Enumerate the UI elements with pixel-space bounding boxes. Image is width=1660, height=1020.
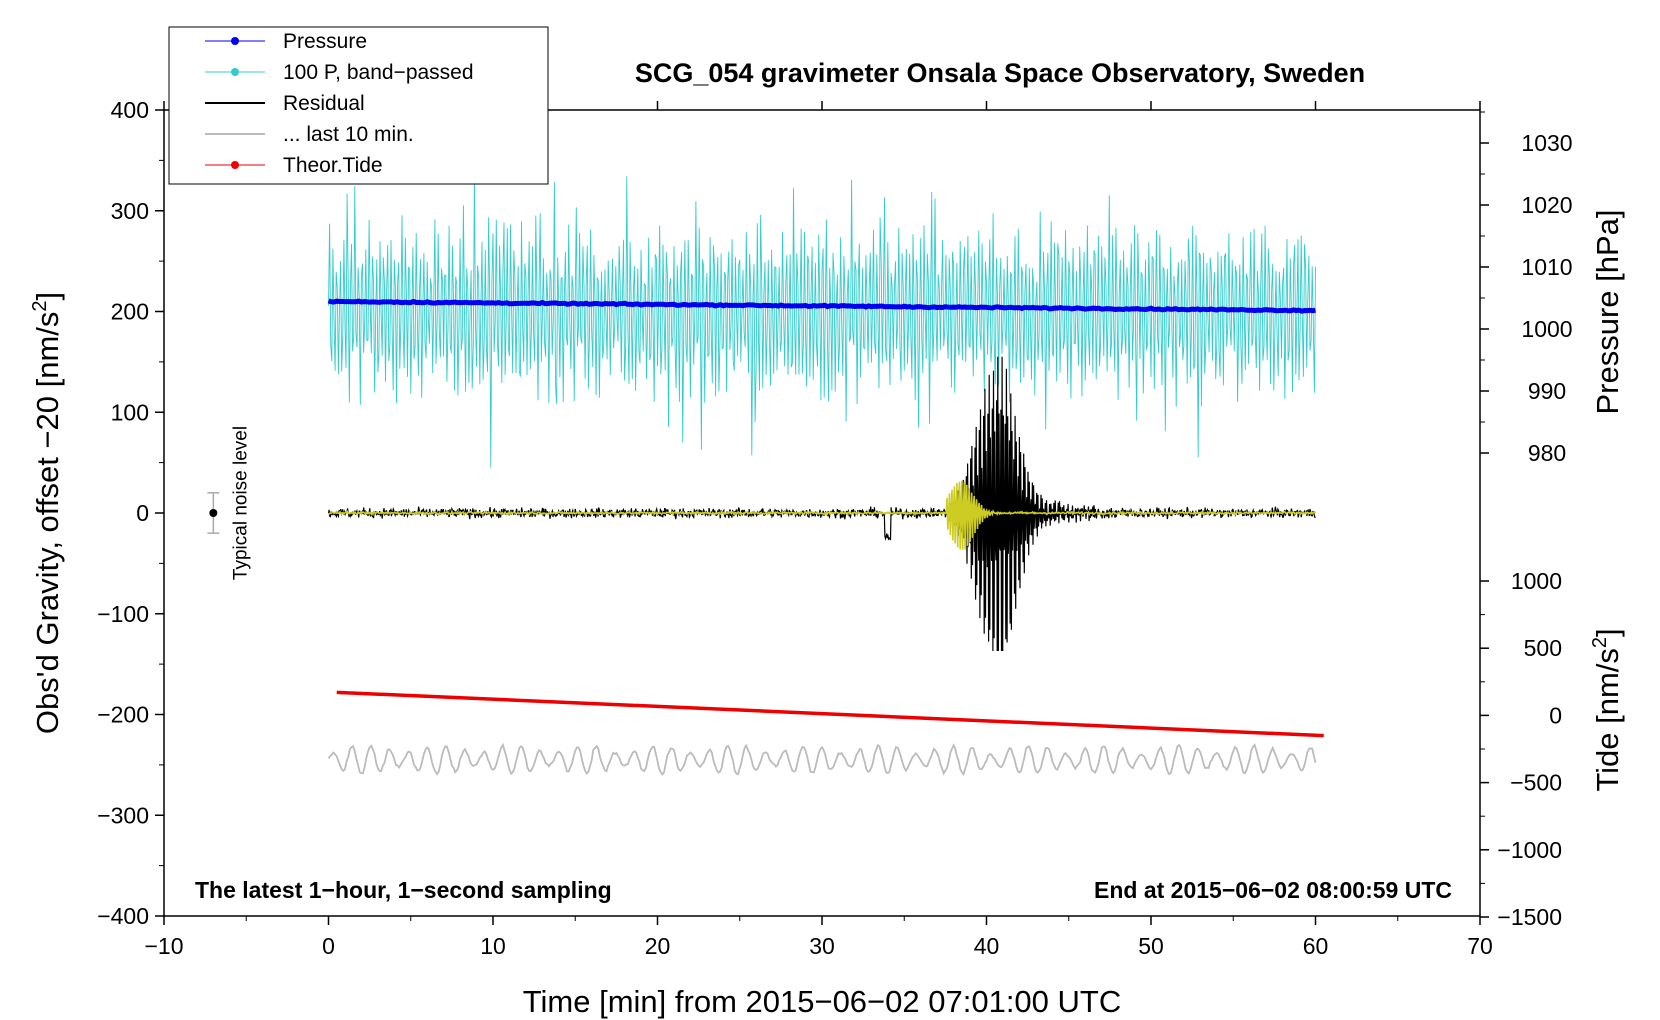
tide-tick-label: 500	[1524, 635, 1562, 661]
series-last-10-min	[327, 742, 1317, 776]
tide-tick-label: −1000	[1497, 837, 1562, 863]
legend-marker	[231, 161, 239, 169]
series-bandpassed-pressure	[328, 175, 1316, 468]
x-tick-label: 70	[1467, 933, 1493, 959]
pressure-tick-label: 1030	[1521, 130, 1572, 156]
bottom-left-annotation: The latest 1−hour, 1−second sampling	[195, 877, 612, 903]
bottom-right-annotation: End at 2015−06−02 08:00:59 UTC	[1094, 877, 1452, 903]
legend-label: Pressure	[283, 30, 367, 53]
y-tick-label: 0	[136, 500, 149, 526]
tide-axis-label-main: Tide [nm/s	[1590, 648, 1625, 792]
legend: Pressure 100 P, band−passed Residual ... la…	[168, 26, 549, 185]
pressure-tick-label: 1000	[1521, 316, 1572, 342]
y-tick-label: −300	[97, 802, 149, 828]
legend-label: 100 P, band−passed	[283, 61, 474, 84]
legend-marker	[231, 37, 239, 45]
chart-title: SCG_054 gravimeter Onsala Space Observat…	[635, 58, 1365, 88]
legend-label: Residual	[283, 92, 365, 115]
x-tick-label: 30	[809, 933, 835, 959]
series-theor-tide	[336, 690, 1324, 738]
pressure-tick-label: 1010	[1521, 254, 1572, 280]
y-axis-label-sup: 2	[29, 300, 51, 311]
y-axis-label: Obs'd Gravity, offset −20 [nm/s2]	[29, 292, 65, 734]
x-tick-label: 50	[1138, 933, 1164, 959]
y-axis-label-end: ]	[30, 292, 65, 301]
legend-marker	[231, 68, 239, 76]
tide-tick-label: −1500	[1497, 904, 1562, 930]
y-tick-label: 100	[111, 399, 149, 425]
tide-axis-label-end: ]	[1590, 628, 1625, 637]
tide-axis-label-sup: 2	[1589, 637, 1611, 648]
x-tick-label: 40	[974, 933, 1000, 959]
legend-label: ... last 10 min.	[283, 123, 414, 146]
y-tick-label: 400	[111, 97, 149, 123]
pressure-axis-label: Pressure [hPa]	[1590, 209, 1625, 414]
x-tick-label: 10	[480, 933, 506, 959]
series-pressure	[327, 298, 1316, 314]
pressure-tick-label: 990	[1528, 378, 1566, 404]
pressure-tick-label: 1020	[1521, 192, 1572, 218]
ticks-layer: −10 0 10 20 30 40 50 60 704003002001000−100−200−…	[97, 97, 1572, 959]
y-tick-label: −400	[97, 903, 149, 929]
y-tick-label: 300	[111, 198, 149, 224]
noise-point	[209, 509, 218, 517]
tide-tick-label: 1000	[1511, 568, 1562, 594]
tide-tick-label: 0	[1549, 702, 1562, 728]
x-tick-label: 20	[645, 933, 671, 959]
y-tick-label: −200	[97, 702, 149, 728]
legend-box	[168, 26, 549, 185]
legend-label: Theor.Tide	[283, 154, 383, 177]
tide-tick-label: −500	[1510, 770, 1562, 796]
pressure-tick-label: 980	[1528, 440, 1566, 466]
noise-label: Typical noise level	[230, 426, 251, 580]
x-tick-label: −10	[144, 933, 183, 959]
x-tick-label: 0	[322, 933, 335, 959]
x-tick-label: 60	[1303, 933, 1329, 959]
y-tick-label: 200	[111, 299, 149, 325]
noise-marker: Typical noise level	[207, 426, 251, 580]
series-residual-filtered	[328, 480, 1317, 550]
series-layer	[327, 175, 1324, 776]
x-axis-label: Time [min] from 2015−06−02 07:01:00 UTC	[523, 984, 1122, 1019]
y-tick-label: −100	[97, 601, 149, 627]
tide-axis-label: Tide [nm/s2]	[1589, 628, 1625, 791]
y-axis-label-main: Obs'd Gravity, offset −20 [nm/s	[30, 312, 65, 735]
